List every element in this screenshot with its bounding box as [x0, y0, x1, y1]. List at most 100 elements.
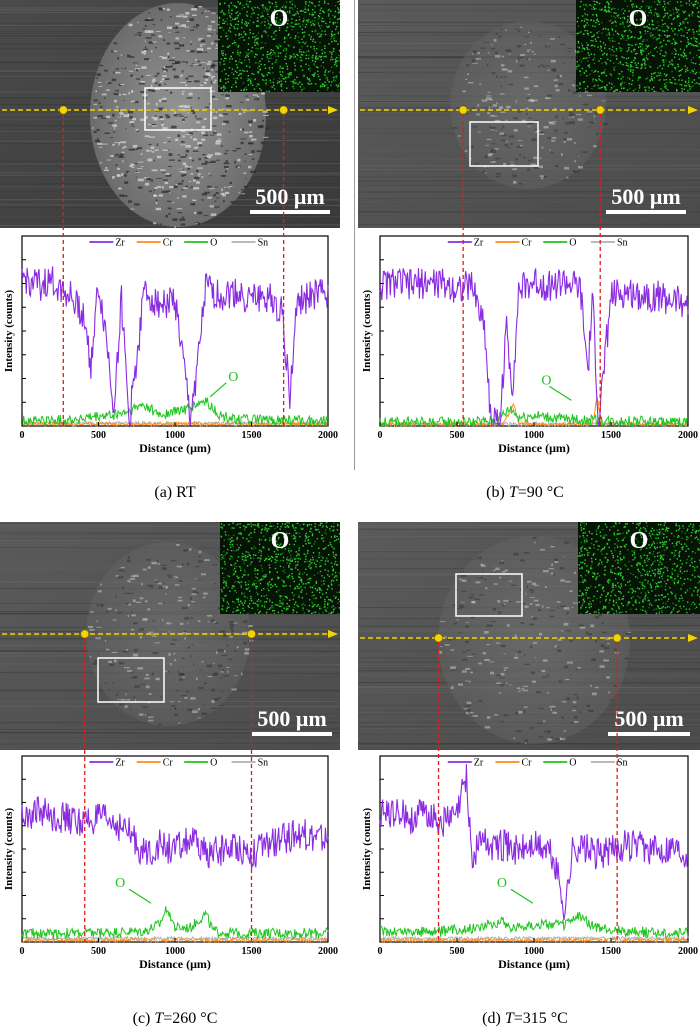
- series-line-zr: [379, 267, 689, 427]
- sem-image: [358, 522, 700, 750]
- legend-label-sn: Sn: [258, 758, 269, 769]
- scar-boundary-marker: [59, 105, 68, 115]
- scale-bar: 500 μm: [252, 708, 332, 736]
- scale-bar: 500 μm: [250, 186, 330, 214]
- series-line-zr: [379, 764, 689, 921]
- oxygen-eds-map: O: [220, 522, 340, 614]
- region-of-interest-box: [97, 657, 165, 703]
- oxygen-eds-map: O: [218, 0, 340, 92]
- eds-map-label: O: [269, 6, 289, 32]
- legend-label-o: O: [569, 758, 576, 769]
- caption-condition: RT: [176, 484, 196, 501]
- x-tick-label: 1500: [242, 430, 262, 441]
- chart-svg: Zr Cr O Sn O 0 500 1000 1500 2000 Distance (μm) Int…: [3, 755, 338, 971]
- oxygen-annotation: O: [497, 876, 507, 891]
- series-line-o: [21, 906, 329, 940]
- x-tick-label: 0: [378, 946, 383, 957]
- legend-label-cr: Cr: [522, 238, 533, 249]
- linescan-arrowhead: [688, 634, 698, 642]
- x-tick-label: 2000: [678, 946, 698, 957]
- eds-map-label: O: [628, 6, 648, 32]
- caption-prefix: (c): [132, 1010, 155, 1027]
- wear-scar: [450, 21, 606, 189]
- column-divider: [354, 0, 355, 470]
- plot-frame: [379, 235, 689, 427]
- scar-boundary-marker: [80, 629, 90, 639]
- eds-linescan-chart: Zr Cr O Sn O 0 500 1000 1500 2000 Distance (μm) Int…: [0, 752, 340, 974]
- x-axis-label: Distance (μm): [139, 441, 211, 455]
- scale-bar-label: 500 μm: [255, 184, 325, 209]
- oxygen-annotation: O: [228, 370, 238, 385]
- scar-boundary-marker: [595, 105, 605, 115]
- y-axis-label: Intensity (counts): [361, 290, 373, 373]
- sem-micrograph: O 500 μm: [0, 0, 340, 228]
- panel-caption: (a) RT: [0, 484, 350, 502]
- x-tick-label: 1000: [165, 946, 185, 957]
- x-tick-label: 500: [91, 430, 106, 441]
- panel-caption: (d) T=315 °C: [350, 1010, 700, 1028]
- y-axis-label: Intensity (counts): [3, 808, 15, 891]
- x-tick-label: 2000: [318, 430, 338, 441]
- oxygen-annotation-arrow: [128, 888, 152, 904]
- series-line-o: [21, 397, 329, 428]
- oxygen-annotation-arrow: [549, 385, 572, 401]
- scale-bar-label: 500 μm: [257, 706, 327, 731]
- caption-variable: T: [508, 484, 518, 501]
- oxygen-annotation-arrow: [510, 888, 534, 904]
- plot-frame: [379, 755, 689, 943]
- legend-label-sn: Sn: [617, 238, 628, 249]
- legend-label-o: O: [569, 238, 576, 249]
- panel-caption: (c) T=260 °C: [0, 1010, 350, 1028]
- y-axis-label: Intensity (counts): [361, 808, 373, 891]
- caption-condition: =315 °C: [513, 1010, 568, 1027]
- region-of-interest-box: [469, 121, 539, 167]
- x-tick-label: 500: [450, 430, 465, 441]
- legend-label-o: O: [210, 758, 217, 769]
- sem-micrograph: O 500 μm: [358, 0, 700, 228]
- eds-linescan-chart: Zr Cr O Sn O 0 500 1000 1500 2000 Distance (μm) Int…: [0, 232, 340, 458]
- scale-bar-label: 500 μm: [614, 706, 684, 731]
- x-tick-label: 1000: [524, 430, 544, 441]
- x-tick-label: 0: [20, 946, 25, 957]
- x-tick-label: 0: [20, 430, 25, 441]
- chart-svg: Zr Cr O Sn O 0 500 1000 1500 2000 Distance (μm) Int…: [3, 235, 338, 455]
- legend-label-cr: Cr: [163, 238, 174, 249]
- series-line-o: [379, 911, 689, 939]
- sem-micrograph: O 500 μm: [0, 522, 340, 750]
- eds-map-label: O: [629, 528, 649, 554]
- sem-image: [358, 0, 700, 228]
- legend-label-zr: Zr: [115, 238, 125, 249]
- x-tick-label: 1500: [242, 946, 262, 957]
- oxygen-annotation-arrow: [209, 382, 227, 398]
- chart-svg: Zr Cr O Sn O 0 500 1000 1500 2000 Distance (μm) Int…: [361, 235, 698, 455]
- region-of-interest-box: [455, 573, 523, 617]
- x-tick-label: 1000: [524, 946, 544, 957]
- eds-linescan-chart: Zr Cr O Sn O 0 500 1000 1500 2000 Distance (μm) Int…: [358, 232, 700, 458]
- eds-map-label: O: [270, 528, 290, 554]
- linescan-arrowhead: [328, 630, 338, 638]
- scar-boundary-marker: [279, 105, 288, 115]
- linescan-arrowhead: [328, 106, 338, 114]
- legend-label-cr: Cr: [163, 758, 174, 769]
- x-tick-label: 1500: [601, 946, 621, 957]
- scale-bar: 500 μm: [608, 708, 690, 736]
- eds-linescan-chart: Zr Cr O Sn O 0 500 1000 1500 2000 Distance (μm) Int…: [358, 752, 700, 974]
- scale-bar-line: [252, 732, 332, 736]
- legend-label-zr: Zr: [115, 758, 125, 769]
- x-axis-label: Distance (μm): [498, 957, 570, 971]
- y-axis-label: Intensity (counts): [3, 290, 15, 373]
- oxygen-eds-map: O: [578, 522, 700, 614]
- region-of-interest-box: [144, 87, 212, 131]
- panel-caption: (b) T=90 °C: [350, 484, 700, 502]
- legend-label-zr: Zr: [474, 238, 484, 249]
- x-tick-label: 2000: [318, 946, 338, 957]
- x-tick-label: 1500: [601, 430, 621, 441]
- series-line-zr: [21, 266, 329, 429]
- x-tick-label: 2000: [678, 430, 698, 441]
- chart-svg: Zr Cr O Sn O 0 500 1000 1500 2000 Distance (μm) Int…: [361, 755, 698, 971]
- x-tick-label: 500: [450, 946, 465, 957]
- x-tick-label: 1000: [165, 430, 185, 441]
- legend-label-o: O: [210, 238, 217, 249]
- series-line-zr: [21, 795, 329, 870]
- caption-condition: =90 °C: [517, 484, 564, 501]
